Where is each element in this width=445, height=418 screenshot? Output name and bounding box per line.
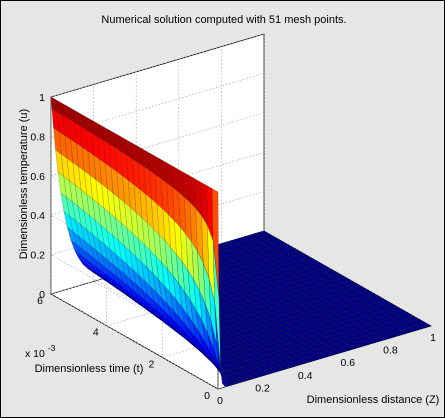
y-tick-label: 2 bbox=[148, 358, 154, 370]
x-tick-label: 0.6 bbox=[340, 357, 355, 369]
surface-patch bbox=[212, 188, 220, 298]
x-tick-label: 0.4 bbox=[298, 370, 313, 382]
y-axis-multiplier: x 10 -3 bbox=[25, 343, 56, 360]
z-tick-label: 0.6 bbox=[30, 171, 45, 183]
y-tick-label: 0 bbox=[204, 390, 210, 402]
y-axis-multiplier-base: x 10 bbox=[25, 348, 45, 360]
x-tick-label: 0.2 bbox=[255, 382, 270, 394]
y-axis-multiplier-exponent: -3 bbox=[48, 343, 56, 353]
x-tick-label: 1 bbox=[430, 332, 436, 344]
y-tick-label: 4 bbox=[93, 327, 99, 339]
z-tick-label: 0 bbox=[39, 289, 45, 301]
x-tick-label: 0.8 bbox=[383, 345, 398, 357]
y-axis-label: Dimensionless time (t) bbox=[35, 363, 144, 375]
z-tick-label: 0.4 bbox=[30, 210, 45, 222]
z-tick-label: 0.2 bbox=[30, 250, 45, 262]
chart-title: Numerical solution computed with 51 mesh… bbox=[101, 14, 346, 26]
z-axis-label: Dimensionless temperature (u) bbox=[18, 109, 30, 259]
z-tick-label: 1 bbox=[39, 92, 45, 104]
x-axis-label: Dimensionless distance (Z) bbox=[307, 394, 440, 406]
z-tick-label: 0.8 bbox=[30, 131, 45, 143]
y-tick-label: 6 bbox=[37, 295, 43, 307]
surface-mesh bbox=[50, 96, 432, 387]
x-tick-label: 0 bbox=[217, 395, 223, 407]
